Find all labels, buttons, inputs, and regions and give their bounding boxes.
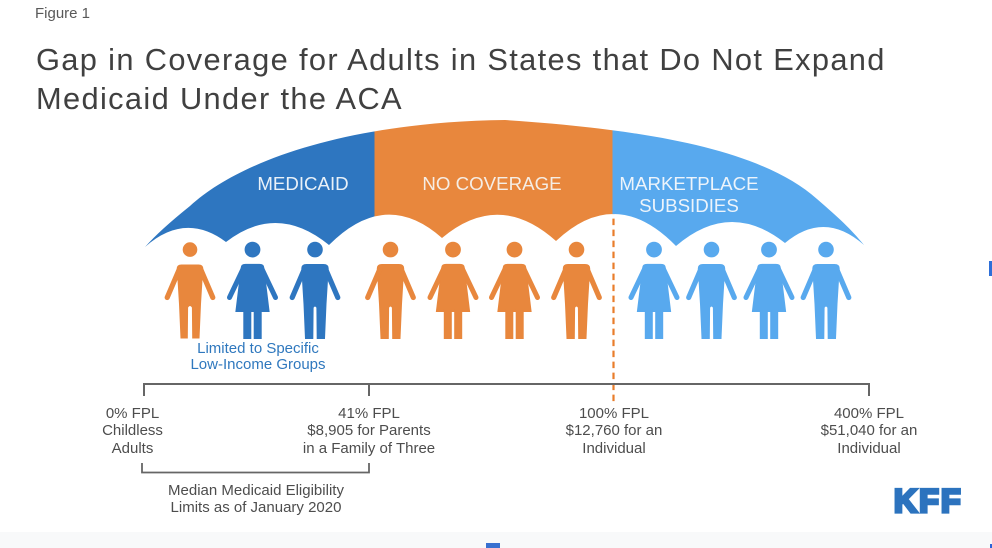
- svg-text:KFF: KFF: [894, 483, 963, 519]
